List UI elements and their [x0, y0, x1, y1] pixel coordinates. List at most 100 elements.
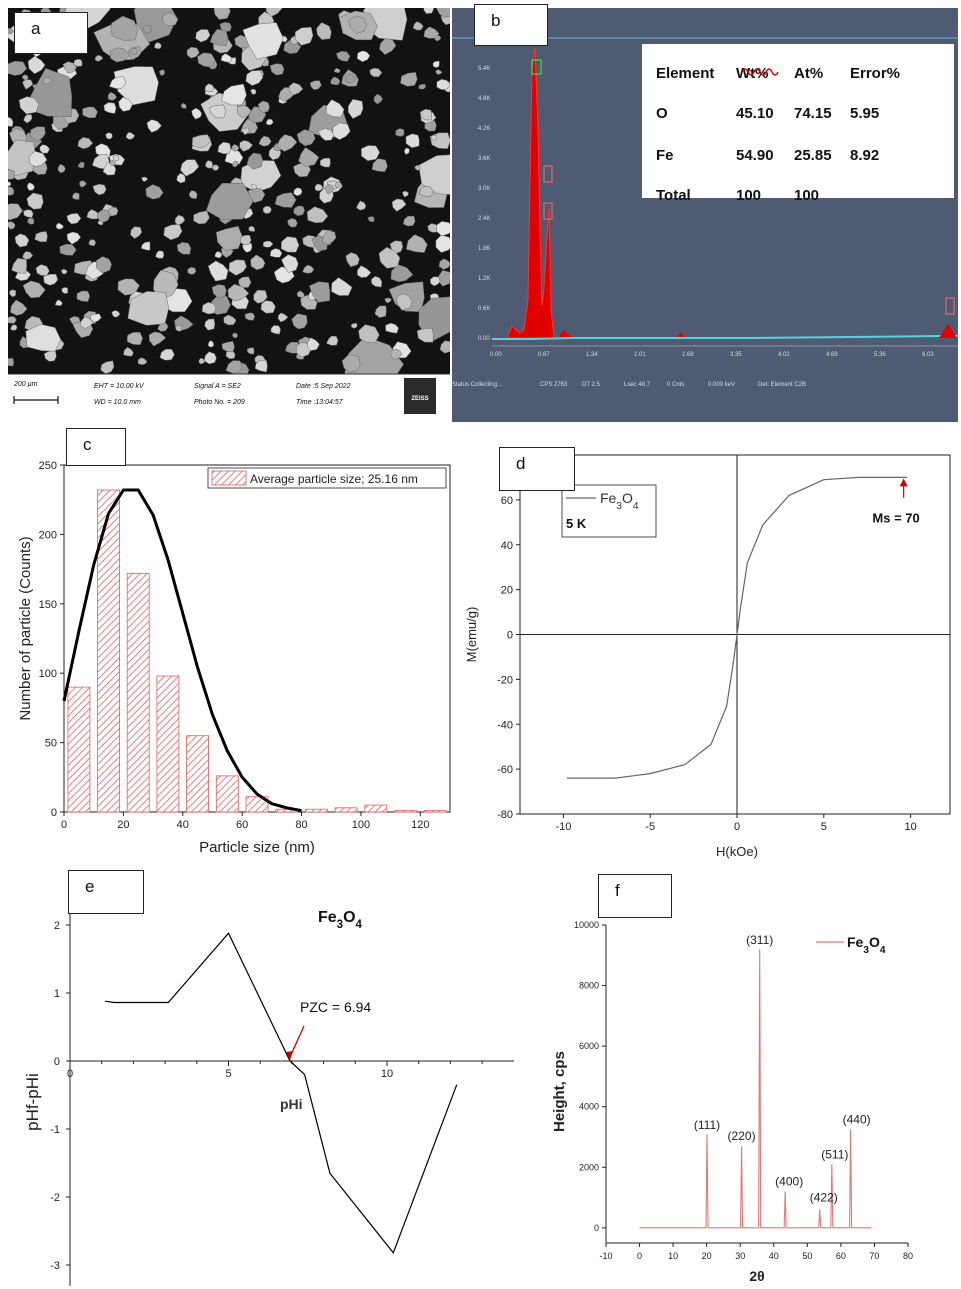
x-tick-label: -10 [599, 1251, 612, 1261]
sem-particle [219, 21, 232, 32]
sem-particle [54, 299, 63, 306]
sem-particle [154, 42, 162, 50]
sem-eht: EHT = 10.00 kV [94, 383, 145, 390]
eds-status-text: Det: Element C2B [758, 382, 806, 388]
sem-particle [404, 147, 410, 155]
sem-particle [250, 88, 257, 95]
sem-particle [195, 29, 211, 43]
eds-cell: 8.92 [850, 146, 880, 164]
sem-particle [227, 283, 250, 302]
sem-particle [291, 313, 308, 330]
eds-x-tick: 6.03 [922, 352, 934, 358]
eds-y-tick: 1.8K [478, 246, 490, 252]
sem-particle [236, 105, 252, 119]
eds-status-text: DT 2.5 [582, 382, 601, 388]
x-tick-label: 20 [117, 819, 129, 831]
sem-particle [260, 300, 276, 314]
sem-particle [257, 100, 270, 113]
eds-header-element: Element [656, 64, 715, 82]
sem-particle [26, 192, 44, 210]
histogram-bar [156, 675, 180, 813]
y-tick-label: 150 [39, 599, 57, 611]
sem-particle [246, 347, 255, 355]
sem-particle [66, 213, 82, 225]
panel-label-c: c [66, 428, 126, 466]
x-tick-label: 30 [735, 1251, 745, 1261]
sem-particle [111, 310, 121, 318]
sem-particle [390, 348, 403, 361]
legend-box [561, 484, 657, 538]
x-tick-label: 80 [903, 1251, 913, 1261]
sem-particle [294, 27, 314, 46]
sem-particle [384, 297, 392, 304]
eds-x-tick: 4.69 [826, 352, 838, 358]
sem-particle [436, 79, 450, 90]
x-tick-label: 50 [802, 1251, 812, 1261]
sem-particle [378, 246, 401, 269]
sem-particle [8, 27, 14, 35]
eds-x-tick: 5.36 [874, 352, 886, 358]
sem-particle [248, 225, 255, 232]
sem-particle [8, 186, 15, 196]
eds-x-tick: 3.35 [730, 352, 742, 358]
x-tick-label: 10 [381, 1068, 393, 1080]
eds-status-text: 0 Cnts [667, 382, 684, 388]
sem-particle [265, 8, 283, 18]
sem-particle [10, 324, 18, 331]
legend-label: Average particle size; 25.16 nm [250, 472, 418, 486]
chart-title: Fe3O4 [318, 909, 363, 931]
sem-particle [373, 93, 383, 105]
sem-particle [269, 248, 283, 258]
y-tick-label: 0 [594, 1223, 599, 1233]
sem-particle [34, 231, 48, 243]
x-tick-label: 40 [177, 819, 189, 831]
sem-particle [197, 52, 216, 68]
sem-particle [60, 268, 68, 275]
xrd-pattern [639, 949, 872, 1229]
sem-particle [231, 160, 239, 168]
eds-cell: 45.10 [736, 104, 774, 122]
sem-wd: WD = 10.0 mm [94, 399, 141, 406]
sem-particle [186, 46, 200, 59]
sem-particle [39, 144, 50, 154]
sem-particle [205, 160, 213, 169]
sem-particle [429, 276, 441, 287]
eds-status-text: Lsec 48.7 [624, 382, 651, 388]
sem-particle [204, 351, 217, 365]
eds-y-tick: 0.00 [478, 336, 490, 342]
sem-particle [176, 173, 186, 184]
sem-particle [423, 26, 440, 39]
y-tick-label: -60 [497, 764, 513, 776]
sem-signal: Signal A = SE2 [194, 383, 241, 390]
eds-x-tick: 0.00 [490, 352, 502, 358]
sem-particle [217, 141, 232, 155]
x-tick-label: 70 [869, 1251, 879, 1261]
sem-particle [231, 143, 240, 152]
sem-particle [265, 118, 274, 126]
pzc-annotation: PZC = 6.94 [300, 999, 371, 1015]
sem-particle [42, 77, 52, 85]
sem-particle [159, 348, 175, 361]
sem-particle [79, 316, 94, 330]
sem-photo: Photo No. = 209 [194, 399, 245, 406]
sem-particle [239, 140, 254, 152]
sem-particle [8, 316, 17, 324]
sem-particle [18, 96, 40, 115]
sem-particle [97, 209, 111, 223]
sem-particle [30, 126, 46, 142]
sem-particle [103, 102, 117, 114]
x-tick-label: 120 [411, 819, 429, 831]
sem-particle [189, 190, 198, 199]
sem-particle [308, 281, 331, 303]
sem-particle [112, 154, 120, 162]
panel-a-sem: 200 µm EHT = 10.00 kV WD = 10.0 mm Signa… [8, 8, 450, 420]
sem-particle [146, 119, 162, 133]
histogram-bar [364, 804, 388, 813]
sem-particle [55, 222, 65, 230]
sem-particle [62, 61, 77, 74]
y-axis-label: Number of particle (Counts) [17, 536, 34, 720]
histogram-bar [394, 810, 417, 813]
sem-particle [245, 70, 264, 86]
sem-particle [225, 360, 243, 374]
sem-particle [28, 150, 48, 167]
